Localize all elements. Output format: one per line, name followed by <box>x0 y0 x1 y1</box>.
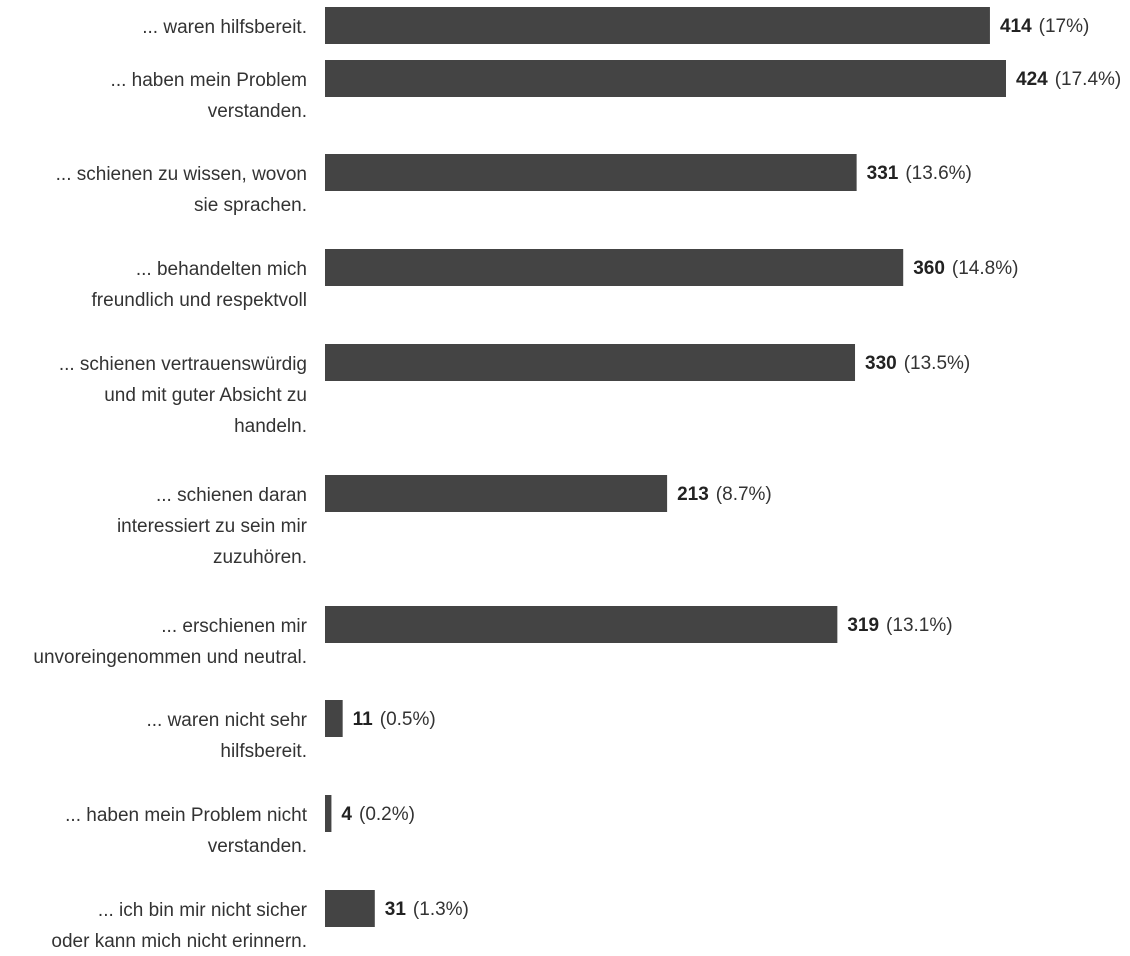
value-percent: (1.3%) <box>413 899 469 920</box>
value-percent: (0.2%) <box>359 804 415 825</box>
category-label-7: ... erschienen mir unvoreingenommen und n… <box>33 616 307 668</box>
category-label-line: interessiert zu sein mir <box>117 516 308 537</box>
bar-9 <box>325 795 332 832</box>
category-label-5: ... schienen vertrauenswürdig und mit gut… <box>59 354 307 437</box>
category-label-line: ... haben mein Problem <box>111 70 307 91</box>
value-count: 213 <box>677 484 709 505</box>
category-label-line: oder kann mich nicht erinnern. <box>51 931 307 952</box>
category-label-2: ... haben mein Problem verstanden. <box>111 70 307 122</box>
value-label-2: 424 (17.4%) <box>1016 69 1121 90</box>
category-label-line: handeln. <box>234 416 307 437</box>
value-label-4: 360 (14.8%) <box>913 258 1018 279</box>
category-label-3: ... schienen zu wissen, wovon sie sprache… <box>56 164 307 216</box>
category-label-line: verstanden. <box>208 101 307 122</box>
value-label-1: 414 (17%) <box>1000 16 1089 37</box>
value-percent: (17%) <box>1039 16 1090 37</box>
category-label-line: sie sprachen. <box>194 195 307 216</box>
bar-8 <box>325 700 343 737</box>
category-label-8: ... waren nicht sehr hilfsbereit. <box>146 710 307 762</box>
value-count: 319 <box>847 615 879 636</box>
value-label-9: 4 (0.2%) <box>341 804 415 825</box>
category-label-line: und mit guter Absicht zu <box>104 385 307 406</box>
category-label-line: freundlich und respektvoll <box>92 290 307 311</box>
value-percent: (13.1%) <box>886 615 953 636</box>
bar-4 <box>325 249 904 286</box>
bar-1 <box>325 7 990 44</box>
category-label-9: ... haben mein Problem nicht verstanden. <box>65 805 308 857</box>
value-label-6: 213 (8.7%) <box>677 484 772 505</box>
value-count: 424 <box>1016 69 1048 90</box>
value-label-7: 319 (13.1%) <box>847 615 952 636</box>
value-count: 4 <box>341 804 352 825</box>
value-percent: (17.4%) <box>1055 69 1122 90</box>
value-count: 331 <box>867 163 899 184</box>
value-label-10: 31 (1.3%) <box>385 899 469 920</box>
category-label-line: ... schienen daran <box>156 485 307 506</box>
category-label-line: ... ich bin mir nicht sicher <box>98 900 308 921</box>
category-label-line: zuzuhören. <box>213 547 307 568</box>
category-label-10: ... ich bin mir nicht sicher oder kann mi… <box>51 900 307 952</box>
category-label-line: ... schienen zu wissen, wovon <box>56 164 307 185</box>
value-label-3: 331 (13.6%) <box>867 163 972 184</box>
value-percent: (13.6%) <box>905 163 972 184</box>
category-label-line: ... waren nicht sehr <box>146 710 307 731</box>
value-percent: (0.5%) <box>380 709 436 730</box>
value-count: 31 <box>385 899 407 920</box>
bar-5 <box>325 344 856 381</box>
value-percent: (8.7%) <box>716 484 772 505</box>
value-count: 11 <box>353 709 374 730</box>
value-count: 330 <box>865 353 897 374</box>
category-label-line: ... schienen vertrauenswürdig <box>59 354 307 375</box>
value-label-8: 11 (0.5%) <box>353 709 436 730</box>
category-label-line: ... erschienen mir <box>161 616 307 637</box>
bar-10 <box>325 890 375 927</box>
value-count: 360 <box>913 258 945 279</box>
category-label-line: hilfsbereit. <box>220 741 307 762</box>
category-label-6: ... schienen daran interessiert zu sein m… <box>117 485 308 568</box>
category-label-line: ... behandelten mich <box>136 259 307 280</box>
category-label-line: ... haben mein Problem nicht <box>65 805 308 826</box>
value-percent: (14.8%) <box>952 258 1019 279</box>
category-label-4: ... behandelten mich freundlich und respe… <box>92 259 307 311</box>
bar-6 <box>325 475 668 512</box>
value-percent: (13.5%) <box>904 353 971 374</box>
bar-3 <box>325 154 857 191</box>
bar-2 <box>325 60 1006 97</box>
category-label-line: verstanden. <box>208 836 307 857</box>
value-label-5: 330 (13.5%) <box>865 353 970 374</box>
category-label-1: ... waren hilfsbereit. <box>142 17 307 38</box>
category-label-line: unvoreingenommen und neutral. <box>33 647 307 668</box>
value-count: 414 <box>1000 16 1032 37</box>
category-label-line: ... waren hilfsbereit. <box>142 17 307 38</box>
bar-7 <box>325 606 838 643</box>
